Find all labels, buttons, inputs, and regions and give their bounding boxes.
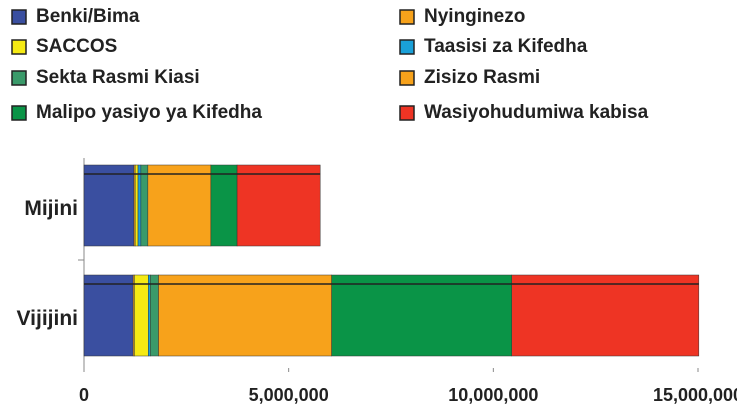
y-tick-label: Mijini [24, 197, 78, 220]
bar-segment [210, 164, 238, 247]
legend-swatch [11, 105, 27, 121]
legend-label: Zisizo Rasmi [424, 67, 540, 88]
legend-label: Malipo yasiyo ya Kifedha [36, 102, 262, 123]
bar-segment [137, 164, 142, 247]
x-tick-label: 15,000,000 [653, 385, 737, 405]
bar-segment [134, 164, 139, 247]
bar-segment [511, 274, 700, 357]
legend-swatch [399, 39, 415, 55]
legend-swatch [11, 9, 27, 25]
bar-segment [236, 164, 321, 247]
bar-segment [140, 164, 149, 247]
legend-label: SACCOS [36, 36, 117, 57]
legend-label: Benki/Bima [36, 6, 140, 27]
bar-segment [150, 274, 159, 357]
bar-segment [83, 164, 135, 247]
bar-segment [148, 274, 151, 357]
legend-swatch [11, 39, 27, 55]
legend-swatch [399, 70, 415, 86]
legend-swatch [399, 9, 415, 25]
bar-segment [134, 274, 149, 357]
legend-label: Nyinginezo [424, 6, 525, 27]
bar-segment [158, 274, 332, 357]
legend-swatch [11, 70, 27, 86]
legend-label: Taasisi za Kifedha [424, 36, 588, 57]
x-tick-label: 10,000,000 [448, 385, 538, 405]
bar-segment [331, 274, 513, 357]
legend-label: Wasiyohudumiwa kabisa [424, 102, 649, 123]
bar-segment [83, 274, 134, 357]
x-tick-label: 5,000,000 [249, 385, 329, 405]
legend-swatch [399, 105, 415, 121]
x-tick-label: 0 [79, 385, 89, 405]
bar-segment [147, 164, 212, 247]
y-tick-label: Vijijini [17, 307, 78, 330]
legend-label: Sekta Rasmi Kiasi [36, 67, 200, 88]
